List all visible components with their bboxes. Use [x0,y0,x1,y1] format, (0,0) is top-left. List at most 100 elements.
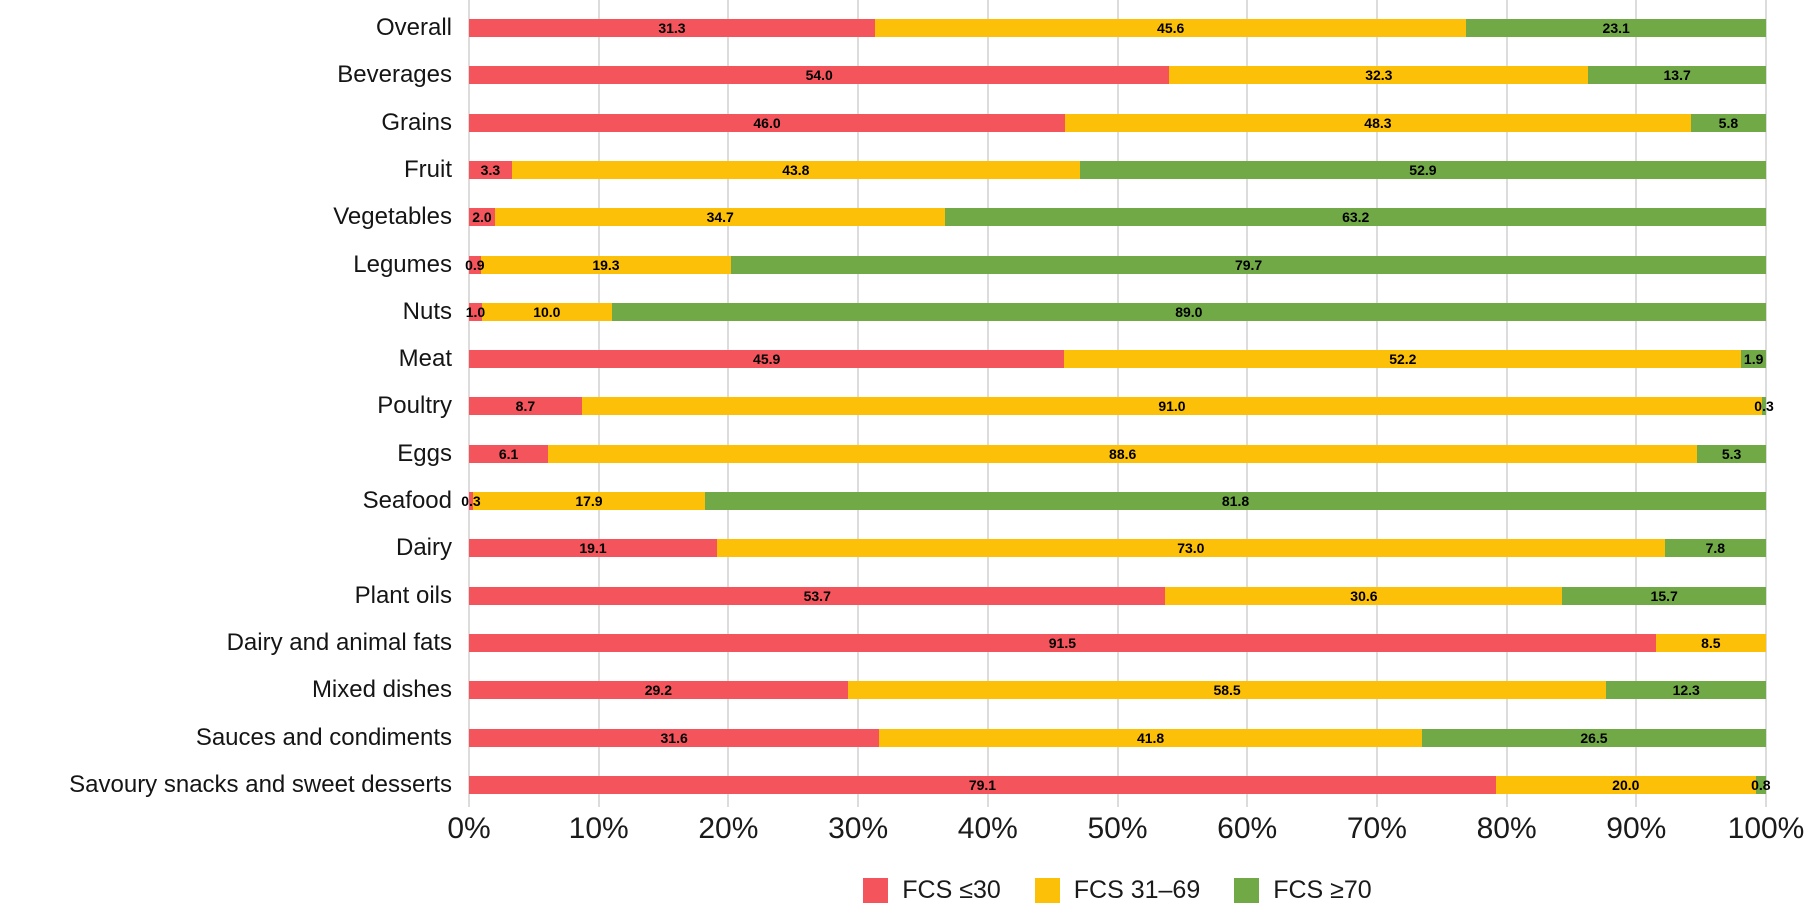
segment-value-label: 45.6 [1157,20,1185,36]
segment-value-label: 89.0 [1175,303,1203,320]
segment-value-label: 2.0 [472,209,492,226]
segment-value-label: 1.9 [1743,351,1764,368]
bar-segment-fcs-le-30: 1.0 [466,302,485,321]
segment-value-label: 8.5 [1701,634,1721,651]
category-label: Meat [398,345,452,373]
category-label: Sauces and condiments [195,723,452,751]
legend-item: FCS ≥70 [1234,876,1372,905]
category-label: Poultry [377,392,452,420]
x-tick-label: 90% [1606,812,1667,845]
legend-label: FCS ≥70 [1273,876,1372,904]
segment-value-label: 5.3 [1721,445,1742,462]
bar-segment-fcs-31-69: 73.0 [716,539,1665,558]
legend-item: FCS ≤30 [863,876,1001,905]
category-label: Beverages [337,61,452,89]
segment-value-label: 52.2 [1389,351,1417,368]
bar-segment-fcs-ge-70: 5.3 [1697,444,1766,463]
category-label: Grains [381,108,452,136]
x-tick-label: 80% [1476,812,1537,845]
bar-track: 29.2 58.5 12.3 [469,681,1766,700]
category-label: Vegetables [333,203,452,231]
segment-value-label: 91.5 [1048,634,1076,651]
category-row: Sauces and condiments 31.6 41.8 26.5 [0,723,1807,751]
category-row: Fruit 3.3 43.8 52.9 [0,156,1807,183]
legend-label: FCS ≤30 [902,876,1001,904]
bar-segment-fcs-le-30: 6.1 [469,444,549,463]
bar-segment-fcs-le-30: 31.3 [469,19,875,37]
segment-value-label: 5.8 [1718,114,1739,131]
category-row: Eggs 6.1 88.6 5.3 [0,439,1807,467]
segment-value-label: 73.0 [1177,540,1205,557]
segment-value-label: 88.6 [1109,445,1137,462]
category-row: Dairy 19.1 73.0 7.8 [0,534,1807,562]
bar-segment-fcs-31-69: 20.0 [1495,775,1756,794]
bar-track: 19.1 73.0 7.8 [469,539,1766,558]
x-tick-label: 0% [447,812,491,845]
segment-value-label: 23.1 [1602,20,1630,36]
bar-segment-fcs-31-69: 19.3 [480,255,732,274]
segment-value-label: 43.8 [782,161,810,178]
bar-segment-fcs-31-69: 43.8 [511,160,1080,179]
bar-segment-fcs-ge-70: 1.9 [1741,350,1766,369]
bar-track: 79.1 20.0 0.8 [469,775,1771,794]
category-label: Eggs [397,439,452,467]
bar-segment-fcs-31-69: 30.6 [1165,586,1563,605]
bar-segment-fcs-ge-70: 81.8 [705,492,1766,510]
category-row: Poultry 8.7 91.0 0.3 [0,392,1807,420]
bar-segment-fcs-31-69: 52.2 [1064,350,1742,369]
bar-track: 6.1 88.6 5.3 [469,444,1766,463]
category-label: Savoury snacks and sweet desserts [69,770,452,798]
bar-segment-fcs-ge-70: 23.1 [1466,19,1766,37]
bar-segment-fcs-le-30: 8.7 [469,397,582,416]
category-label: Seafood [362,487,452,514]
category-label: Dairy [395,534,452,562]
x-tick-label: 10% [568,812,629,845]
segment-value-label: 53.7 [803,587,831,604]
category-row: Mixed dishes 29.2 58.5 12.3 [0,676,1807,704]
bar-segment-fcs-31-69: 88.6 [548,444,1698,463]
bar-segment-fcs-31-69: 10.0 [481,302,612,321]
bar-segment-fcs-31-69: 41.8 [879,728,1422,747]
segment-value-label: 8.7 [515,398,536,415]
bar-track: 46.0 48.3 5.8 [469,113,1766,132]
category-row: Meat 45.9 52.2 1.9 [0,345,1807,373]
category-row: Overall 31.3 45.6 23.1 [0,14,1807,41]
segment-value-label: 52.9 [1409,161,1437,178]
segment-value-label: 48.3 [1364,114,1392,131]
segment-value-label: 6.1 [498,445,519,462]
bar-segment-fcs-ge-70: 12.3 [1606,681,1766,700]
bar-track: 91.5 8.5 [469,633,1766,652]
bar-segment-fcs-ge-70: 52.9 [1079,160,1766,179]
category-row: Legumes 0.9 19.3 79.7 [0,250,1807,278]
bar-segment-fcs-le-30: 91.5 [469,633,1656,652]
category-label: Mixed dishes [311,676,452,704]
segment-value-label: 17.9 [575,493,603,509]
legend-swatch-icon [1034,878,1060,903]
segment-value-label: 79.7 [1234,256,1263,273]
legend-swatch-icon [1234,878,1260,903]
bar-segment-fcs-31-69: 8.5 [1655,633,1766,652]
bar-track: 8.7 91.0 0.3 [469,397,1774,416]
segment-value-label: 15.7 [1650,587,1678,604]
legend-item: FCS 31–69 [1034,876,1200,905]
x-tick-label: 50% [1087,812,1148,845]
x-tick-label: 40% [957,812,1018,845]
segment-value-label: 10.0 [533,303,561,320]
category-row: Dairy and animal fats 91.5 8.5 [0,629,1807,656]
bar-track: 31.6 41.8 26.5 [469,728,1766,747]
category-row: Nuts 1.0 10.0 89.0 [0,298,1807,325]
bar-segment-fcs-le-30: 29.2 [469,681,848,700]
bar-segment-fcs-le-30: 3.3 [469,160,512,179]
bar-segment-fcs-ge-70: 0.3 [1754,397,1774,416]
category-label: Legumes [353,250,452,278]
category-label: Overall [375,14,452,41]
segment-value-label: 34.7 [706,209,734,226]
segment-value-label: 3.3 [480,161,501,178]
segment-value-label: 54.0 [805,67,833,84]
bar-segment-fcs-ge-70: 15.7 [1562,586,1766,605]
bar-segment-fcs-le-30: 0.3 [461,492,481,510]
segment-value-label: 31.6 [660,729,688,746]
segment-value-label: 31.3 [658,20,686,36]
bar-track: 2.0 34.7 63.2 [469,208,1766,227]
